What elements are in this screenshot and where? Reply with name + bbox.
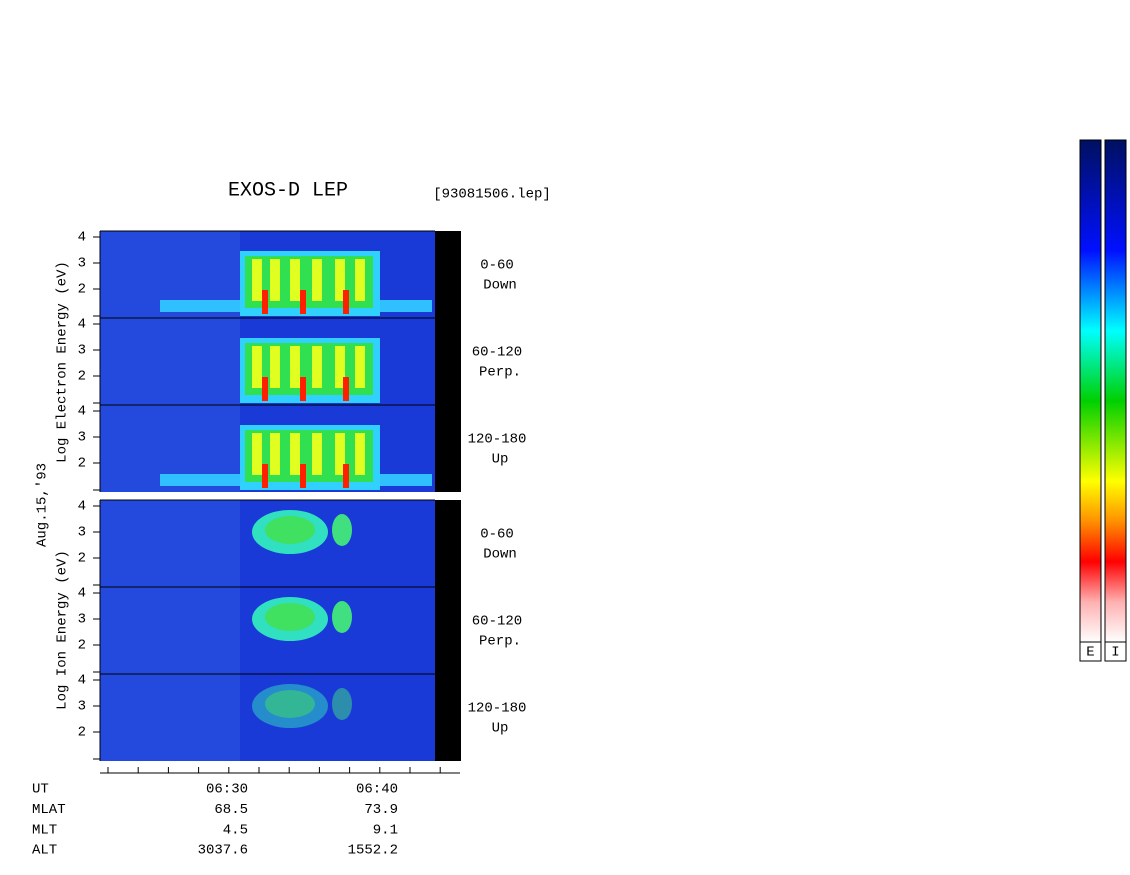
row-value: 3037.6 [198, 843, 248, 859]
y-tick-label: 4 [78, 230, 86, 246]
spectrogram [265, 603, 315, 631]
row-label: ALT [32, 843, 57, 859]
row-value: 06:30 [206, 782, 248, 798]
y-tick-label: 4 [78, 317, 86, 333]
row-value: 9.1 [373, 822, 398, 838]
panel-range: 60-120 [472, 614, 522, 630]
blank-area [435, 500, 461, 761]
y-tick-label: 2 [78, 456, 86, 472]
spectrogram [300, 290, 306, 314]
y-tick-label: 2 [78, 282, 86, 298]
spectrogram [270, 346, 280, 388]
spectrogram [335, 259, 345, 301]
y-tick-label: 3 [78, 430, 86, 446]
y-tick-label: 3 [78, 256, 86, 272]
y-tick-label: 4 [78, 404, 86, 420]
file-name: [93081506.lep] [433, 187, 551, 203]
spectrogram [270, 259, 280, 301]
colorbar-box [1079, 641, 1102, 662]
panel-range: 0-60 [480, 258, 514, 274]
colorbar [1104, 139, 1127, 643]
spectrogram [300, 377, 306, 401]
spectrogram [312, 433, 322, 475]
spectrogram [252, 433, 262, 475]
panel-direction: Down [483, 278, 517, 294]
panel-direction: Up [492, 452, 509, 468]
panel-direction: Down [483, 547, 517, 563]
spectrogram [290, 433, 300, 475]
panel-range: 0-60 [480, 527, 514, 543]
spectrogram [335, 346, 345, 388]
spectrogram [343, 290, 349, 314]
ion-axis-label: Log Ion Energy (eV) [55, 550, 71, 710]
spectrogram [252, 346, 262, 388]
row-value: 73.9 [364, 802, 398, 818]
row-label: UT [32, 782, 49, 798]
row-value: 4.5 [223, 822, 248, 838]
spectrogram [290, 259, 300, 301]
y-tick-label: 2 [78, 638, 86, 654]
spectrogram [100, 587, 240, 674]
spectrogram [252, 259, 262, 301]
panel-direction: Perp. [479, 634, 521, 650]
row-label: MLT [32, 822, 57, 838]
colorbar-label: E [1086, 645, 1094, 661]
spectrogram [335, 433, 345, 475]
spectrogram [300, 464, 306, 488]
spectrogram [332, 601, 352, 633]
blank-area [435, 231, 461, 492]
y-tick-label: 2 [78, 725, 86, 741]
spectrogram [100, 318, 240, 405]
y-tick-label: 3 [78, 343, 86, 359]
y-tick-label: 3 [78, 699, 86, 715]
colorbar-box [1104, 641, 1127, 662]
spectrogram [355, 346, 365, 388]
colorbar [1079, 139, 1102, 643]
spectrogram [265, 516, 315, 544]
spectrogram [100, 674, 240, 761]
electron-axis-label: Log Electron Energy (eV) [55, 261, 71, 463]
title: EXOS-D LEP [228, 179, 348, 202]
date: Aug.15,'93 [35, 463, 51, 547]
y-tick-label: 2 [78, 551, 86, 567]
spectrogram [332, 688, 352, 720]
spectrogram [332, 514, 352, 546]
spectrogram [262, 377, 268, 401]
panel-range: 120-180 [468, 432, 527, 448]
row-value: 06:40 [356, 782, 398, 798]
y-tick-label: 3 [78, 612, 86, 628]
spectrogram [262, 290, 268, 314]
spectrogram [270, 433, 280, 475]
spectrogram [355, 259, 365, 301]
spectrogram [355, 433, 365, 475]
y-tick-label: 4 [78, 499, 86, 515]
spectrogram [343, 464, 349, 488]
y-tick-label: 4 [78, 586, 86, 602]
spectrogram [265, 690, 315, 718]
spectrogram [262, 464, 268, 488]
y-tick-label: 3 [78, 525, 86, 541]
spectrogram [312, 259, 322, 301]
colorbar-label: I [1111, 645, 1119, 661]
spectrogram [290, 346, 300, 388]
spectrogram [100, 500, 240, 587]
panel-direction: Up [492, 721, 509, 737]
spectrogram [312, 346, 322, 388]
row-label: MLAT [32, 802, 66, 818]
panel-range: 120-180 [468, 701, 527, 717]
panel-direction: Perp. [479, 365, 521, 381]
panel-range: 60-120 [472, 345, 522, 361]
y-tick-label: 2 [78, 369, 86, 385]
y-tick-label: 4 [78, 673, 86, 689]
row-value: 1552.2 [348, 843, 398, 859]
row-value: 68.5 [214, 802, 248, 818]
spectrogram [343, 377, 349, 401]
